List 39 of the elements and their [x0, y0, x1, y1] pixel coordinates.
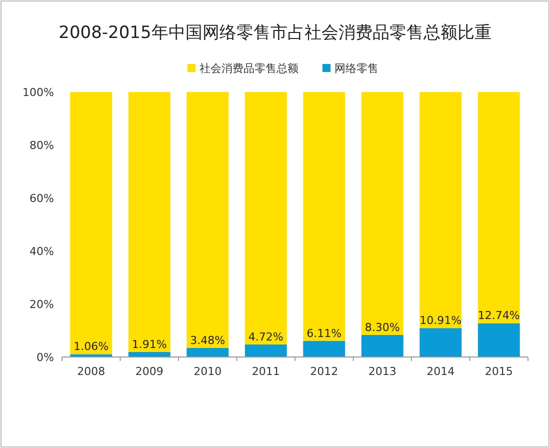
bar: [303, 92, 346, 341]
legend-label: 社会消费品零售总额: [200, 62, 298, 75]
bar: [420, 92, 462, 328]
bar: [70, 92, 112, 354]
legend-label: 网络零售: [334, 62, 378, 75]
bar: [128, 92, 170, 352]
x-tick-label: 2014: [426, 365, 455, 378]
bar: [361, 92, 404, 336]
bar: [478, 323, 520, 357]
y-tick-label: 20%: [30, 298, 54, 311]
data-label: 3.48%: [190, 334, 226, 347]
data-label: 8.30%: [364, 321, 400, 334]
data-label: 6.11%: [306, 326, 342, 340]
bar: [244, 344, 287, 357]
bar: [420, 328, 462, 357]
x-tick-label: 2013: [368, 365, 396, 378]
data-label: 1.91%: [132, 338, 167, 351]
data-label: 4.72%: [248, 330, 284, 344]
y-tick-label: 60%: [30, 192, 54, 205]
bar: [478, 92, 520, 324]
bar: [303, 340, 346, 357]
data-label: 12.74%: [478, 309, 520, 322]
bar: [186, 348, 229, 357]
bar: [244, 92, 287, 344]
data-label: 10.91%: [420, 314, 462, 328]
data-label: 1.06%: [74, 340, 109, 354]
x-tick-label: 2010: [194, 365, 222, 378]
y-tick-label: 100%: [22, 86, 54, 99]
y-tick-label: 0%: [36, 351, 54, 364]
bar: [361, 335, 404, 357]
x-tick-label: 2015: [484, 365, 513, 378]
y-tick-label: 40%: [30, 245, 54, 258]
x-tick-label: 2012: [310, 365, 338, 378]
x-tick-label: 2008: [77, 365, 106, 378]
x-tick-label: 2009: [135, 365, 164, 378]
x-tick-label: 2011: [252, 365, 280, 378]
y-tick-label: 80%: [30, 139, 54, 152]
bar: [186, 92, 229, 348]
chart-title: 2008-2015年中国网络零售市占社会消费品零售总额比重: [58, 23, 492, 43]
